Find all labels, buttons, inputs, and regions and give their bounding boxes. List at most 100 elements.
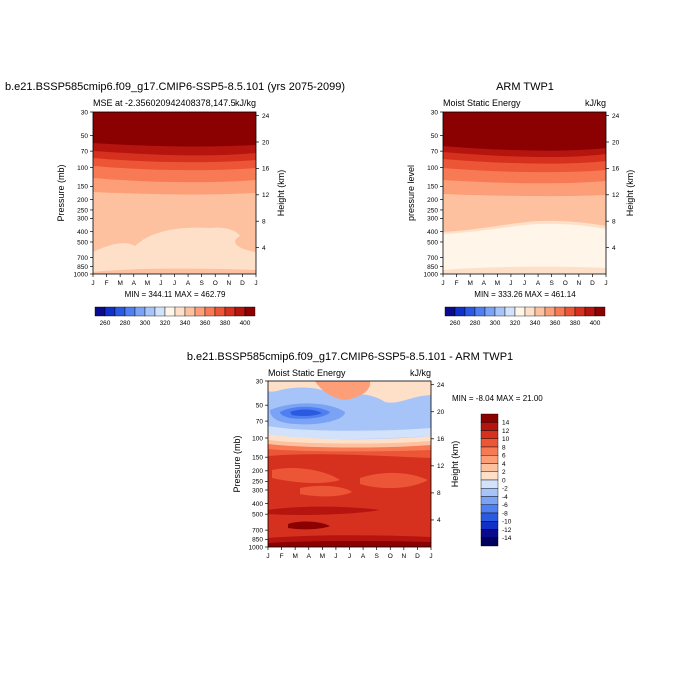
x-tick-label: J bbox=[173, 280, 176, 287]
x-tick-label: J bbox=[254, 280, 257, 287]
y-tick-label: 150 bbox=[252, 454, 263, 461]
height-tick-label: 24 bbox=[612, 113, 620, 120]
panel-b-subtitle-left: Moist Static Energy bbox=[443, 98, 521, 108]
colorbar-swatch bbox=[204, 306, 216, 317]
colorbar-swatch bbox=[480, 413, 499, 423]
panel-b-ylabel: pressure level bbox=[406, 165, 416, 221]
colorbar-label: 340 bbox=[530, 320, 541, 327]
panel-difference-mse: b.e21.BSSP585cmip6.f09_g17.CMIP6-SSP5-8.… bbox=[187, 351, 543, 560]
x-tick-label: J bbox=[159, 280, 162, 287]
panel-b-stats: MIN = 333.26 MAX = 461.14 bbox=[474, 290, 576, 299]
colorbar-swatch bbox=[194, 306, 206, 317]
y-tick-label: 500 bbox=[427, 239, 438, 246]
x-tick-label: J bbox=[348, 553, 351, 560]
colorbar-label: 320 bbox=[160, 320, 171, 327]
colorbar-swatch bbox=[234, 306, 246, 317]
colorbar-swatch bbox=[444, 306, 456, 317]
colorbar-label: -10 bbox=[502, 519, 512, 526]
colorbar-label: -8 bbox=[502, 510, 508, 517]
panel-c-contour-field bbox=[268, 381, 431, 547]
colorbar-swatch bbox=[504, 306, 516, 317]
colorbar-label: 280 bbox=[470, 320, 481, 327]
colorbar-label: 14 bbox=[502, 420, 510, 427]
x-tick-label: A bbox=[482, 280, 487, 287]
x-tick-label: F bbox=[280, 553, 284, 560]
colorbar-swatch bbox=[480, 496, 499, 505]
colorbar-swatch bbox=[174, 306, 186, 317]
colorbar-swatch bbox=[94, 306, 106, 317]
colorbar-swatch bbox=[480, 537, 499, 547]
panel-c-ylabel-right: Height (km) bbox=[450, 441, 460, 488]
colorbar-swatch bbox=[154, 306, 166, 317]
colorbar-swatch bbox=[480, 512, 499, 522]
x-tick-label: A bbox=[361, 553, 366, 560]
y-tick-label: 1000 bbox=[74, 271, 89, 278]
height-tick-label: 12 bbox=[612, 192, 620, 199]
x-tick-label: A bbox=[132, 280, 137, 287]
y-tick-label: 200 bbox=[77, 197, 88, 204]
y-tick-label: 100 bbox=[252, 435, 263, 442]
y-tick-label: 850 bbox=[252, 537, 263, 544]
height-tick-label: 20 bbox=[262, 139, 270, 146]
colorbar-label: 280 bbox=[120, 320, 131, 327]
x-tick-label: J bbox=[441, 280, 444, 287]
height-tick-label: 4 bbox=[612, 245, 616, 252]
y-tick-label: 300 bbox=[427, 216, 438, 223]
panel-c-subtitle-left: Moist Static Energy bbox=[268, 368, 346, 378]
height-tick-label: 8 bbox=[262, 219, 266, 226]
panel-a-y-axis-right: 24 20 16 12 8 4 bbox=[256, 113, 270, 252]
height-tick-label: 24 bbox=[262, 113, 270, 120]
colorbar-swatch bbox=[244, 306, 256, 317]
panel-c-subtitle-right: kJ/kg bbox=[410, 368, 431, 378]
colorbar-label: 400 bbox=[590, 320, 601, 327]
panel-a-title: b.e21.BSSP585cmip6.f09_g17.CMIP6-SSP5-8.… bbox=[5, 81, 345, 93]
x-tick-label: N bbox=[401, 553, 406, 560]
colorbar-swatch bbox=[104, 306, 116, 317]
y-tick-label: 30 bbox=[256, 378, 264, 385]
panel-model-mse: b.e21.BSSP585cmip6.f09_g17.CMIP6-SSP5-8.… bbox=[5, 81, 345, 327]
height-tick-label: 16 bbox=[612, 166, 620, 173]
colorbar-swatch bbox=[594, 306, 606, 317]
y-tick-label: 1000 bbox=[424, 271, 439, 278]
colorbar-label: 6 bbox=[502, 453, 506, 460]
panel-c-y-axis-right: 24 20 16 12 8 4 bbox=[431, 382, 445, 524]
height-tick-label: 8 bbox=[437, 490, 441, 497]
colorbar-label: 380 bbox=[570, 320, 581, 327]
panel-a-subtitle-right: kJ/kg bbox=[235, 98, 256, 108]
x-tick-label: J bbox=[266, 553, 269, 560]
y-tick-label: 300 bbox=[252, 487, 263, 494]
colorbar-swatch bbox=[454, 306, 466, 317]
height-tick-label: 4 bbox=[437, 517, 441, 524]
x-tick-label: D bbox=[590, 280, 595, 287]
x-tick-label: A bbox=[307, 553, 312, 560]
height-tick-label: 16 bbox=[437, 436, 445, 443]
y-tick-label: 500 bbox=[252, 511, 263, 518]
colorbar-swatch bbox=[214, 306, 226, 317]
y-tick-label: 150 bbox=[427, 184, 438, 191]
y-tick-label: 700 bbox=[427, 255, 438, 262]
colorbar-swatch bbox=[114, 306, 126, 317]
colorbar-swatch bbox=[164, 306, 176, 317]
colorbar-label: 2 bbox=[502, 469, 506, 476]
panel-c-title: b.e21.BSSP585cmip6.f09_g17.CMIP6-SSP5-8.… bbox=[187, 351, 513, 363]
y-tick-label: 250 bbox=[252, 479, 263, 486]
y-tick-label: 70 bbox=[431, 148, 439, 155]
colorbar-label: 360 bbox=[550, 320, 561, 327]
colorbar-swatch bbox=[494, 306, 506, 317]
x-tick-label: J bbox=[429, 553, 432, 560]
colorbar-swatch bbox=[574, 306, 586, 317]
colorbar-label: 360 bbox=[200, 320, 211, 327]
colorbar-swatch bbox=[184, 306, 196, 317]
y-tick-label: 200 bbox=[252, 468, 263, 475]
x-tick-label: S bbox=[374, 553, 379, 560]
x-tick-label: J bbox=[334, 553, 337, 560]
colorbar-label: 8 bbox=[502, 444, 506, 451]
y-tick-label: 70 bbox=[256, 418, 264, 425]
